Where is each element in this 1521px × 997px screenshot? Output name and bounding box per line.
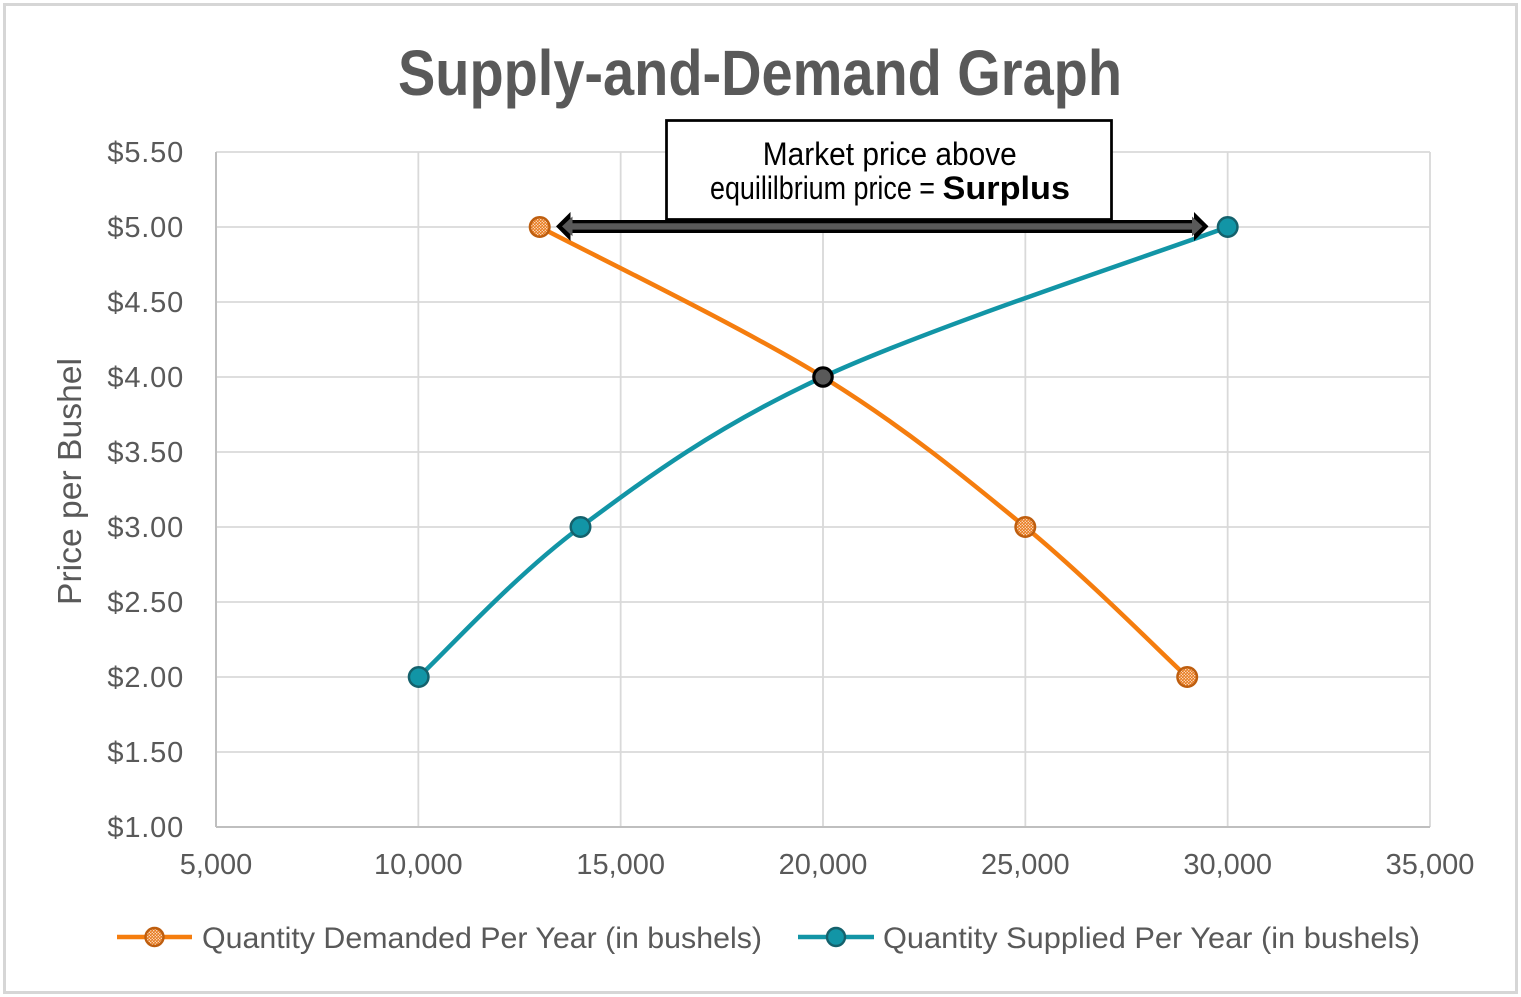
svg-text:5,000: 5,000	[180, 849, 253, 881]
svg-text:Quantity Supplied Per Year (in: Quantity Supplied Per Year (in bushels)	[883, 922, 1420, 955]
svg-text:15,000: 15,000	[576, 849, 665, 881]
svg-text:$4.00: $4.00	[107, 362, 184, 394]
svg-text:20,000: 20,000	[779, 849, 868, 881]
svg-text:Quantity Demanded Per Year (in: Quantity Demanded Per Year (in bushels)	[202, 922, 762, 955]
svg-text:25,000: 25,000	[981, 849, 1070, 881]
svg-text:$1.50: $1.50	[107, 737, 184, 769]
svg-text:10,000: 10,000	[374, 849, 463, 881]
svg-text:Surplus: Surplus	[943, 170, 1071, 206]
svg-text:$2.50: $2.50	[107, 587, 184, 619]
svg-text:$1.00: $1.00	[107, 812, 184, 844]
svg-text:equililbrium price =: equililbrium price =	[710, 170, 935, 206]
svg-text:$3.00: $3.00	[107, 512, 184, 544]
svg-text:$4.50: $4.50	[107, 287, 184, 319]
svg-text:$5.00: $5.00	[107, 212, 184, 244]
svg-text:30,000: 30,000	[1183, 849, 1272, 881]
svg-text:$5.50: $5.50	[107, 137, 184, 169]
svg-text:$2.00: $2.00	[107, 662, 184, 694]
svg-text:Price per Bushel: Price per Bushel	[51, 358, 88, 605]
svg-text:$3.50: $3.50	[107, 437, 184, 469]
svg-text:35,000: 35,000	[1386, 849, 1475, 881]
svg-text:Market price above: Market price above	[763, 136, 1017, 172]
svg-text:Supply-and-Demand Graph: Supply-and-Demand Graph	[398, 37, 1122, 109]
